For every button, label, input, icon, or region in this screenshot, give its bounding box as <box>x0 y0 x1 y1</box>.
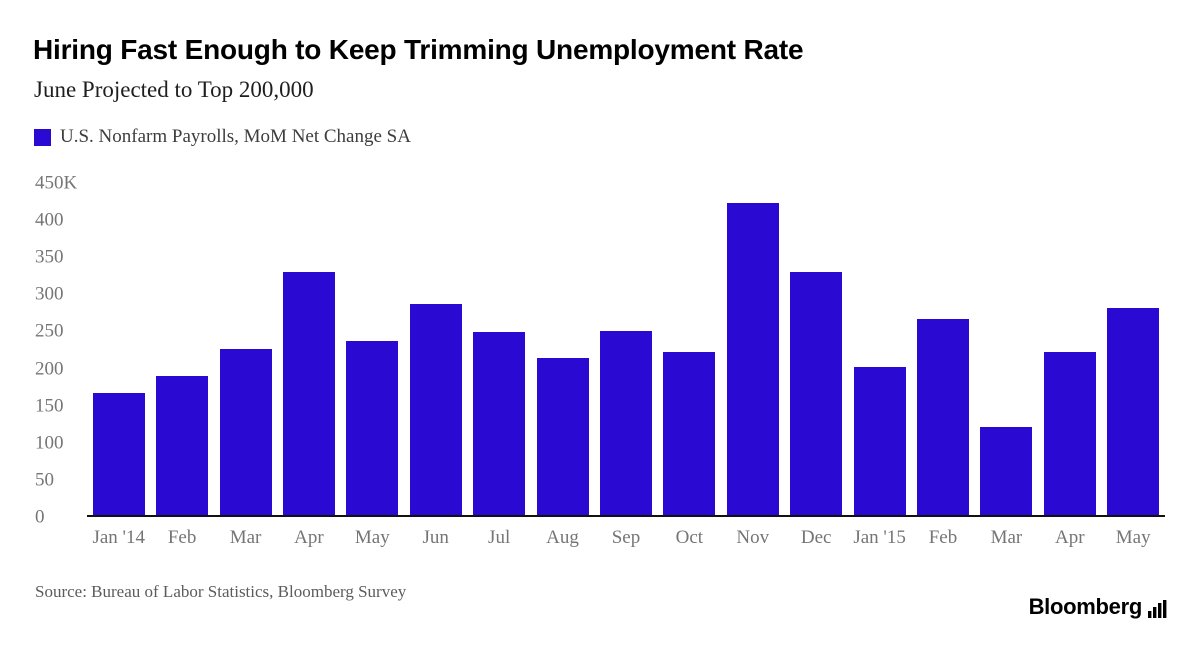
bar-cell <box>911 183 974 515</box>
x-tick-label: Aug <box>546 527 579 548</box>
bar <box>916 318 969 515</box>
bar <box>409 304 462 515</box>
bar-cell <box>975 183 1038 515</box>
x-tick-label: Feb <box>167 527 197 548</box>
y-tick-label: 0 <box>35 506 45 528</box>
plot-area <box>87 183 1165 517</box>
bar-cell <box>277 183 340 515</box>
bar-cell <box>467 183 530 515</box>
bar-cell <box>1102 183 1165 515</box>
x-tick-label: Jun <box>422 527 449 548</box>
x-tick-label: May <box>1115 527 1151 548</box>
y-tick-label: 250 <box>35 320 64 342</box>
chart-subtitle: June Projected to Top 200,000 <box>34 77 314 102</box>
x-tick-label: May <box>354 527 390 548</box>
y-axis: 0 50 100 150 200 250 300 350 400 450K <box>35 174 87 527</box>
x-tick-label: Mar <box>229 527 262 548</box>
legend-label: U.S. Nonfarm Payrolls, MoM Net Change SA <box>60 126 411 147</box>
bar <box>219 349 272 515</box>
x-tick-label: Jan '15 <box>853 527 906 548</box>
y-tick-label: 200 <box>35 358 64 380</box>
bar-cell <box>1038 183 1101 515</box>
bar-cell <box>594 183 657 515</box>
x-tick-label: Apr <box>294 527 324 548</box>
x-tick-label: Mar <box>990 527 1023 548</box>
y-tick-label: 150 <box>35 395 64 417</box>
bar <box>473 332 526 515</box>
bar <box>156 376 209 515</box>
chart-title: Hiring Fast Enough to Keep Trimming Unem… <box>33 34 804 65</box>
bloomberg-bars-icon <box>1148 600 1167 618</box>
bar-cell <box>658 183 721 515</box>
bloomberg-logo: Bloomberg <box>1029 596 1167 618</box>
y-tick-label: 400 <box>35 209 64 231</box>
bar <box>1043 351 1096 515</box>
x-tick-label: Jul <box>488 527 511 548</box>
bloomberg-wordmark: Bloomberg <box>1028 594 1143 619</box>
y-tick-label: 450K <box>35 172 78 194</box>
bar <box>92 393 145 515</box>
bar <box>536 357 589 515</box>
y-tick-label: 50 <box>35 469 54 491</box>
bar-chart: 0 50 100 150 200 250 300 350 400 450K Jan '14 Feb M… <box>35 174 1165 553</box>
legend-swatch <box>34 128 51 146</box>
x-tick-label: Jan '14 <box>92 527 145 548</box>
bar <box>790 272 843 515</box>
bar-cell <box>784 183 847 515</box>
y-tick-label: 350 <box>35 246 64 268</box>
x-tick-label: Feb <box>928 527 958 548</box>
bar <box>1107 308 1160 515</box>
bar <box>853 366 906 515</box>
bar-cell <box>214 183 277 515</box>
bar-cell <box>87 183 150 515</box>
y-tick-label: 100 <box>35 432 64 454</box>
x-tick-label: Nov <box>736 527 770 548</box>
bar <box>599 330 652 515</box>
bar <box>663 351 716 515</box>
bar-cell <box>531 183 594 515</box>
x-tick-label: Sep <box>611 527 641 548</box>
x-tick-label: Oct <box>675 527 704 548</box>
x-axis: Jan '14 Feb Mar Apr May Jun Jul Aug Sep Oct Nov Dec… <box>87 527 1165 549</box>
x-tick-label: Apr <box>1055 527 1085 548</box>
bar <box>282 271 335 515</box>
bar-cell <box>404 183 467 515</box>
source-note: Source: Bureau of Labor Statistics, Bloo… <box>35 582 407 601</box>
bar-cell <box>341 183 404 515</box>
legend: U.S. Nonfarm Payrolls, MoM Net Change SA <box>34 126 411 148</box>
bar <box>726 202 779 515</box>
bar-cell <box>721 183 784 515</box>
x-tick-label: Dec <box>800 527 832 548</box>
bar-cell <box>150 183 213 515</box>
bar <box>980 427 1033 515</box>
y-tick-label: 300 <box>35 283 64 305</box>
bar <box>346 340 399 515</box>
bar-cell <box>848 183 911 515</box>
